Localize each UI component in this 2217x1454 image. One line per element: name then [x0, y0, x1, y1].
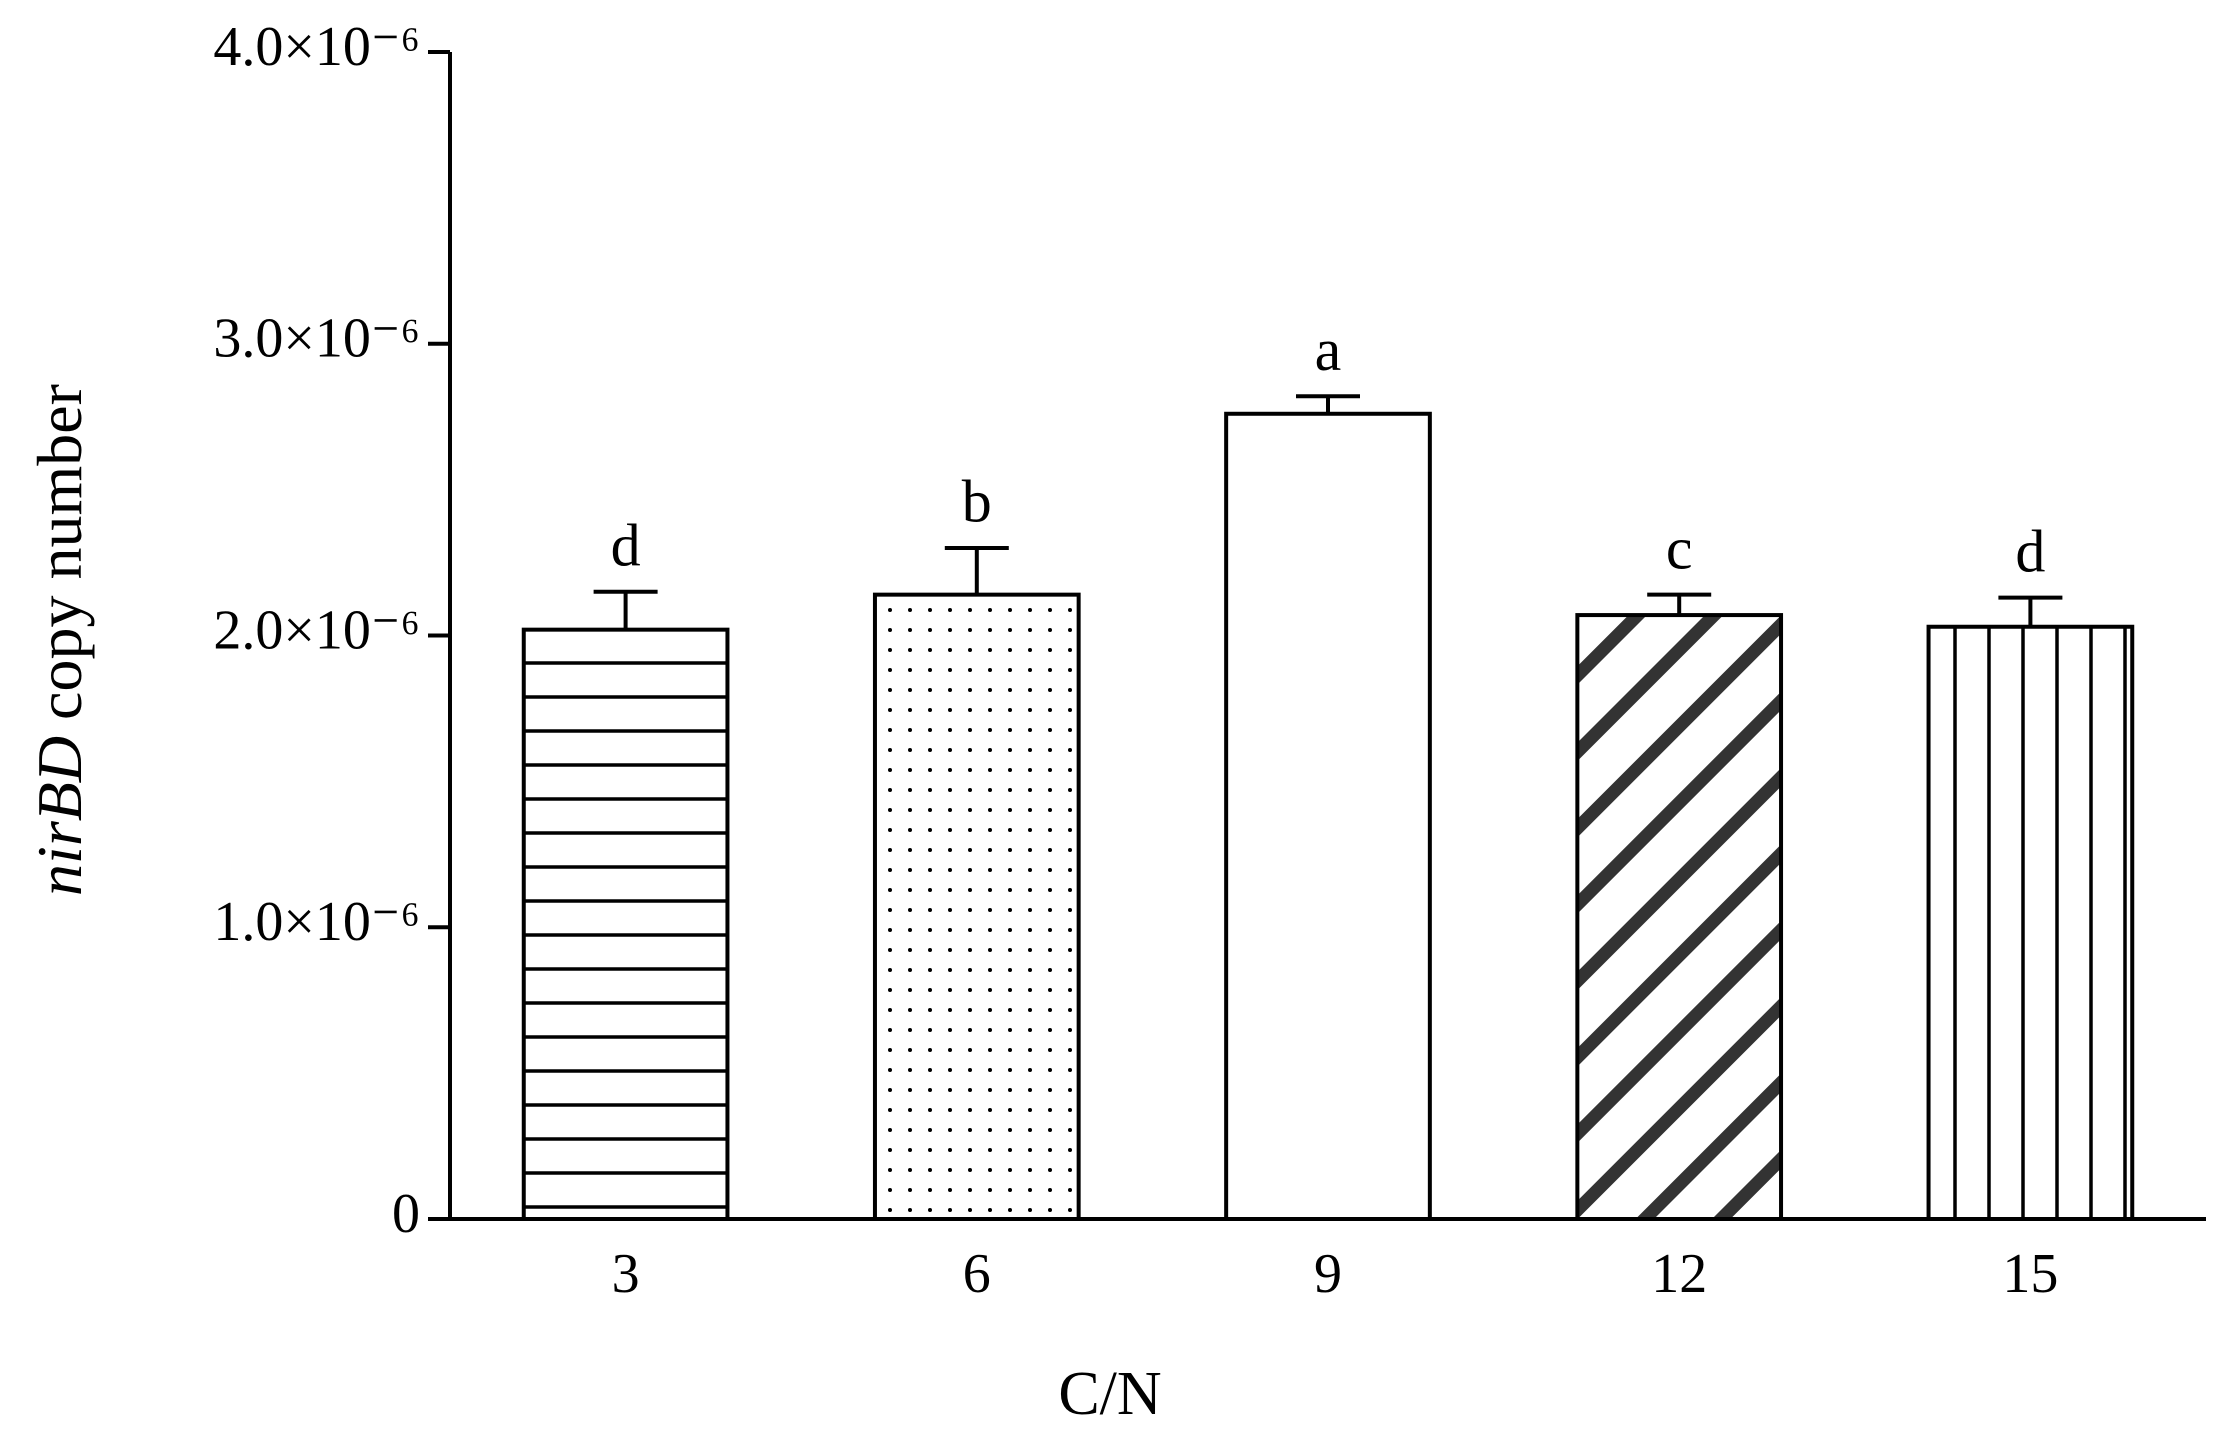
- x-tick-label: 15: [2002, 1243, 2058, 1305]
- bar: [1224, 411, 1432, 1221]
- x-tick-label: 6: [963, 1243, 991, 1305]
- bar: [521, 627, 730, 1221]
- x-tick-label: 12: [1651, 1243, 1707, 1305]
- x-tick-label: 9: [1314, 1243, 1342, 1305]
- bar: [872, 592, 1081, 1221]
- x-axis-title: C/N: [1058, 1360, 1161, 1428]
- bar: [1926, 624, 2135, 1221]
- significance-letter: d: [611, 513, 641, 579]
- bar: [1575, 613, 1784, 1221]
- x-tick-label: 3: [612, 1243, 640, 1305]
- y-tick-label: 2.0×10⁻⁶: [213, 599, 420, 661]
- y-tick-label: 1.0×10⁻⁶: [213, 891, 420, 953]
- significance-letter: b: [962, 469, 992, 535]
- y-tick-label: 0: [392, 1183, 420, 1245]
- y-axis-title-gene: nirBD: [24, 736, 95, 896]
- significance-letter: c: [1666, 515, 1693, 581]
- y-tick-label: 4.0×10⁻⁶: [213, 16, 420, 78]
- significance-letter: d: [2015, 518, 2045, 584]
- y-axis-title-rest: copy number: [24, 384, 95, 720]
- significance-letter: a: [1315, 317, 1342, 383]
- y-tick-label: 3.0×10⁻⁶: [213, 308, 420, 370]
- y-axis-title: nirBD copy number: [24, 384, 95, 896]
